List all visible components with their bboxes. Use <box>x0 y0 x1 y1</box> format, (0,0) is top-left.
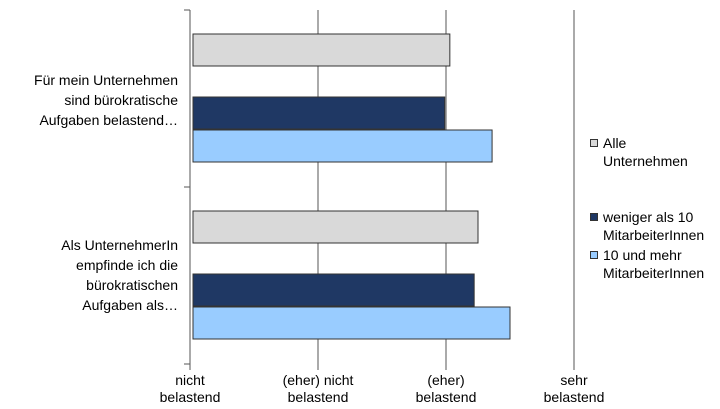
bar <box>192 306 511 340</box>
category-label-line: Für mein Unternehmen <box>34 72 178 88</box>
x-tick-label-line: belastend <box>159 389 221 405</box>
legend-label-line: Unternehmen <box>603 153 688 169</box>
legend-label-line: MitarbeiterInnen <box>603 227 705 243</box>
bar <box>192 33 451 67</box>
x-tick-label-line: (eher) nicht <box>282 372 354 388</box>
x-tick-label: nicht belastend <box>135 372 245 406</box>
x-tick-label-line: nicht <box>175 372 205 388</box>
bar <box>192 210 479 244</box>
category-label: Für mein Unternehmen sind bürokratische Au… <box>34 70 178 130</box>
bar <box>192 129 493 163</box>
x-tick-label-line: belastend <box>287 389 349 405</box>
x-tick-label: sehr belastend <box>519 372 629 406</box>
legend-label: 10 und mehr MitarbeiterInnen <box>603 246 704 282</box>
category-label: Als UnternehmerIn empfinde ich die bürokra… <box>61 235 178 315</box>
x-tick-label-line: (eher) <box>427 372 465 388</box>
category-label-line: Aufgaben belastend… <box>39 112 178 128</box>
legend-swatch <box>590 213 598 221</box>
legend-swatch <box>590 251 598 259</box>
x-tick-label-line: sehr <box>560 372 588 388</box>
x-tick-label-line: belastend <box>543 389 605 405</box>
legend-label: Alle Unternehmen <box>603 134 688 170</box>
x-tick-label: (eher) belastend <box>391 372 501 406</box>
bar <box>192 96 446 130</box>
legend-label-line: Alle <box>603 135 627 151</box>
x-tick-label: (eher) nicht belastend <box>263 372 373 406</box>
legend-swatch <box>590 139 598 147</box>
category-label-line: sind bürokratische <box>64 92 178 108</box>
legend-label-line: MitarbeiterInnen <box>603 265 705 281</box>
legend-label: weniger als 10 MitarbeiterInnen <box>603 208 704 244</box>
category-label-line: bürokratischen <box>86 277 178 293</box>
x-tick-label-line: belastend <box>415 389 477 405</box>
legend-label-line: weniger als 10 <box>603 209 694 225</box>
category-label-line: Als UnternehmerIn <box>61 237 178 253</box>
category-label-line: empfinde ich die <box>76 257 178 273</box>
legend-label-line: 10 und mehr <box>603 247 682 263</box>
bar <box>192 273 475 307</box>
category-label-line: Aufgaben als… <box>82 297 178 313</box>
